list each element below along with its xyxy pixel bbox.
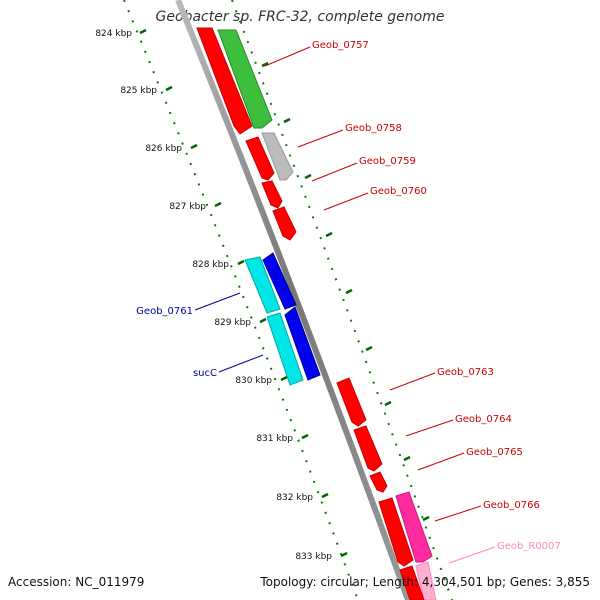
gene-red-b <box>245 136 275 181</box>
scale-label: 829 kbp <box>214 318 251 328</box>
gene-red-g <box>369 471 388 493</box>
gene-geob-r0007 <box>415 561 437 600</box>
gene-geob-0758 <box>261 132 294 181</box>
inner-ticks <box>261 61 430 522</box>
gene-red-e <box>336 377 367 427</box>
gene-red-i <box>399 565 425 600</box>
gene-red-c <box>261 180 283 209</box>
gene-red-f <box>353 425 383 472</box>
gene-label: Geob_0759 <box>359 156 416 167</box>
forward-genes <box>217 29 437 600</box>
gene-labels: Geob_0757 Geob_0758 Geob_0759 Geob_0760 … <box>136 40 561 552</box>
gene-label: Geob_0758 <box>345 123 402 134</box>
gene-geob-0766 <box>395 491 433 563</box>
scale-label: 827 kbp <box>169 202 206 212</box>
gene-red-d <box>272 206 297 241</box>
gene-cyan-b <box>266 312 304 386</box>
gene-cyan-a <box>244 256 281 314</box>
gene-blue-b <box>284 306 321 381</box>
label-connectors <box>194 46 496 564</box>
gene-red-a <box>196 27 253 135</box>
gene-label: sucC <box>193 368 217 379</box>
gene-label: Geob_0757 <box>312 40 369 51</box>
gene-label: Geob_0765 <box>466 447 523 458</box>
accession-text: Accession: NC_011979 <box>8 575 145 589</box>
scale-label: 831 kbp <box>256 434 293 444</box>
scale-ticks <box>139 28 348 558</box>
left-genes <box>196 27 425 600</box>
gene-label: Geob_0761 <box>136 306 193 317</box>
scale-label: 830 kbp <box>235 376 272 386</box>
gene-geob-0757 <box>217 29 273 129</box>
scale-label: 824 kbp <box>95 29 132 39</box>
scale-label: 826 kbp <box>145 144 182 154</box>
gene-label: Geob_0764 <box>455 414 512 425</box>
genome-backbone <box>175 0 411 600</box>
gene-label: Geob_0760 <box>370 186 427 197</box>
map-title: Geobacter sp. FRC-32, complete genome <box>155 9 445 25</box>
summary-text: Topology: circular; Length: 4,304,501 bp… <box>260 575 590 589</box>
scale-label: 832 kbp <box>276 493 313 503</box>
gene-blue-a <box>262 252 297 310</box>
scale-label: 833 kbp <box>295 552 332 562</box>
scale-labels: 824 kbp 825 kbp 826 kbp 827 kbp 828 kbp … <box>95 29 332 562</box>
scale-label: 828 kbp <box>192 260 229 270</box>
gene-label: Geob_0763 <box>437 367 494 378</box>
scale-label: 825 kbp <box>120 86 157 96</box>
gene-label: Geob_R0007 <box>497 541 561 552</box>
inner-tick-track <box>231 0 453 600</box>
gene-label: Geob_0766 <box>483 500 540 511</box>
gene-red-h <box>378 497 414 567</box>
